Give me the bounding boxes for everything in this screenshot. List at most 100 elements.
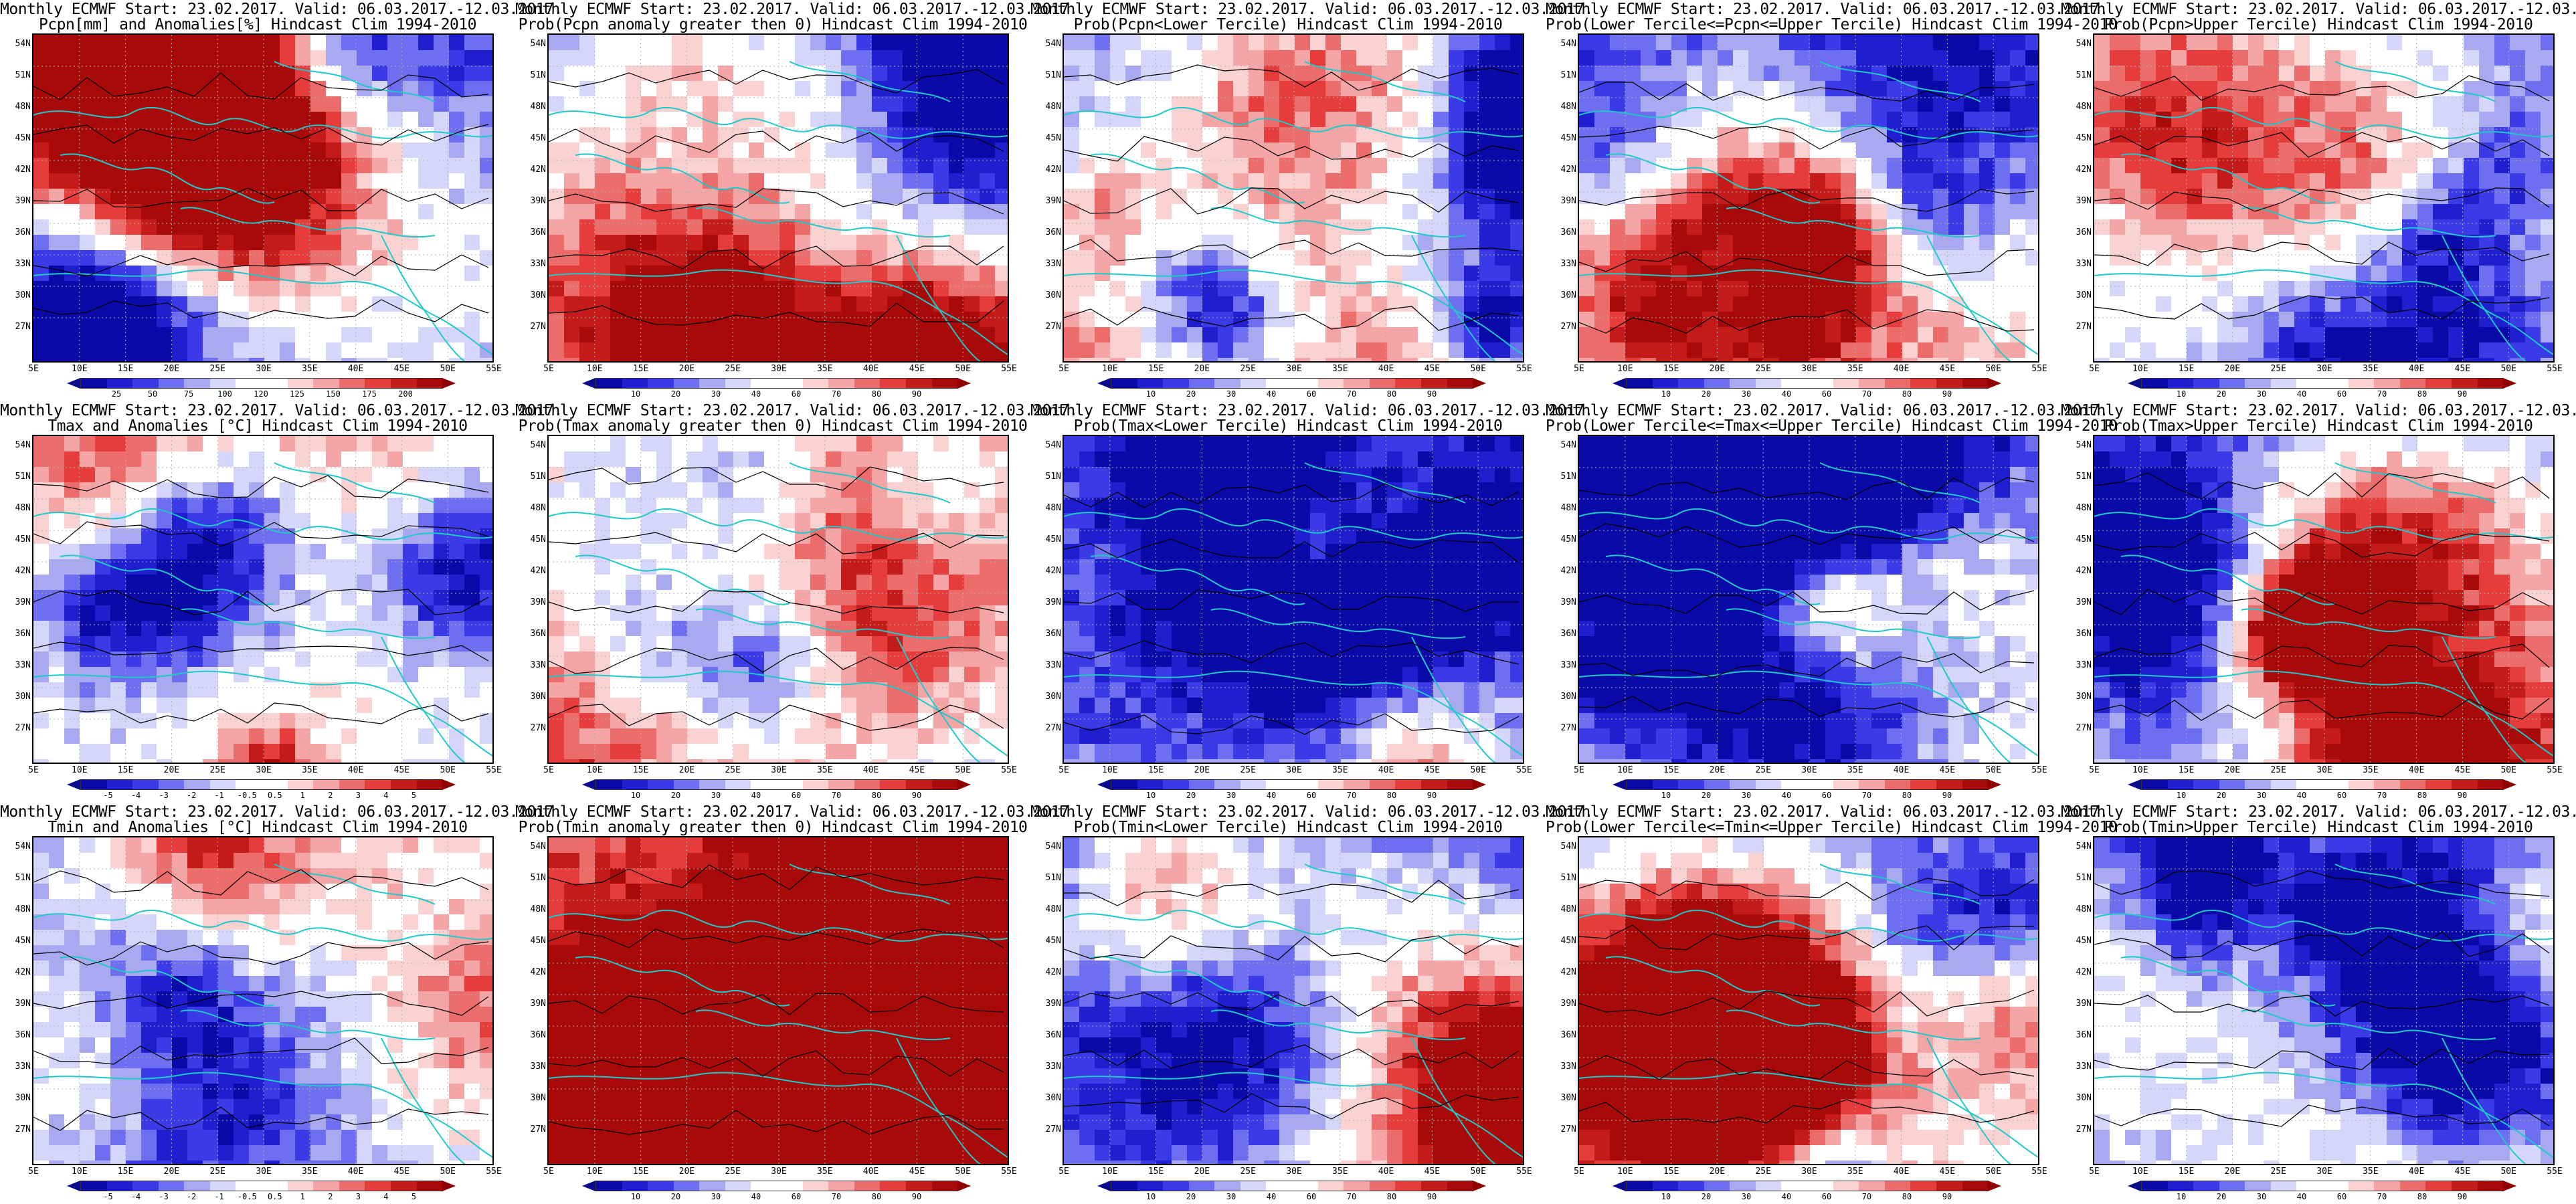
coastline	[2334, 61, 2496, 102]
field-cell	[449, 281, 465, 297]
field-cell	[918, 142, 934, 159]
field-cell	[49, 173, 65, 189]
field-cell	[887, 358, 903, 361]
field-cell	[357, 621, 373, 637]
field-cell	[856, 342, 872, 359]
longitude-label: 5E	[28, 765, 39, 775]
field-cell	[856, 142, 872, 159]
field-cell	[995, 682, 1008, 698]
field-cell	[95, 66, 111, 82]
field-cell	[1387, 189, 1403, 205]
field-cell	[172, 142, 188, 159]
field-cell	[1795, 66, 1811, 82]
field-cell	[1748, 189, 1764, 205]
field-cell	[326, 96, 342, 112]
field-cell	[2448, 358, 2464, 361]
field-cell	[1433, 204, 1449, 220]
field-cell	[280, 204, 296, 220]
longitude-label: 15E	[1663, 364, 1679, 374]
field-cell	[764, 235, 780, 251]
field-cell	[157, 590, 173, 606]
field-cell	[280, 482, 296, 498]
field-cell	[564, 189, 580, 205]
field-cell	[2371, 250, 2387, 266]
field-cell	[341, 436, 357, 452]
field-cell	[249, 358, 265, 361]
latitude-label: 48N	[15, 503, 31, 513]
field-cell	[1372, 342, 1388, 359]
field-cell	[357, 235, 373, 251]
field-cell	[2371, 235, 2387, 251]
field-cell	[110, 250, 126, 266]
field-cell	[1233, 327, 1249, 343]
field-cell	[964, 189, 980, 205]
coastline	[33, 670, 492, 757]
field-cell	[480, 219, 492, 235]
field-cell	[1279, 296, 1295, 312]
longitude-label: 35E	[302, 364, 318, 374]
field-cell	[1479, 219, 1495, 235]
latitude-label: 48N	[15, 102, 31, 112]
field-cell	[1579, 173, 1595, 189]
field-cell	[2541, 204, 2553, 220]
field-cell	[1764, 66, 1780, 82]
field-cell	[418, 528, 434, 544]
field-cell	[1748, 127, 1764, 143]
field-cell	[2171, 35, 2187, 51]
latitude-label: 30N	[2076, 290, 2092, 300]
field-cell	[2156, 173, 2172, 189]
field-cell	[1856, 204, 1872, 220]
field-cell	[1718, 50, 1734, 66]
field-cell	[1748, 266, 1764, 282]
field-cell	[33, 127, 50, 143]
field-cell	[1202, 342, 1218, 359]
colorbar-tick-label: 25	[111, 389, 122, 399]
field-cell	[1295, 112, 1311, 128]
field-cell	[1156, 327, 1172, 343]
field-cell	[918, 219, 934, 235]
field-cell	[218, 342, 234, 359]
field-cell	[449, 498, 465, 514]
field-cell	[141, 744, 157, 760]
field-cell	[249, 636, 265, 652]
field-cell	[810, 281, 826, 297]
field-cell	[2433, 342, 2449, 359]
field-cell	[126, 544, 142, 560]
field-cell	[872, 235, 888, 251]
field-cell	[980, 575, 996, 591]
field-cell	[1748, 281, 1764, 297]
field-cell	[2156, 327, 2172, 343]
latitude-label: 42N	[15, 165, 31, 175]
field-cell	[810, 513, 826, 529]
field-cell	[626, 35, 642, 51]
field-cell	[641, 621, 657, 637]
field-cell	[403, 575, 419, 591]
field-cell	[1779, 127, 1795, 143]
colorbar-segment	[2425, 379, 2452, 388]
field-cell	[141, 342, 157, 359]
field-cell	[564, 81, 580, 97]
field-cell	[1918, 66, 1934, 82]
field-cell	[2356, 35, 2372, 51]
field-cell	[610, 651, 626, 668]
field-cell	[1887, 35, 1903, 51]
field-cell	[2356, 281, 2372, 297]
field-cell	[703, 482, 719, 498]
field-cell	[564, 651, 580, 668]
field-cell	[980, 66, 996, 82]
field-cell	[141, 605, 157, 621]
field-cell	[2233, 66, 2249, 82]
colorbar-segment	[699, 379, 725, 388]
field-cell	[1172, 327, 1188, 343]
field-cell	[372, 498, 388, 514]
field-cell	[903, 682, 919, 698]
field-cell	[887, 467, 903, 483]
longitude-label: 15E	[1147, 364, 1164, 374]
field-cell	[2340, 358, 2357, 361]
longitude-label: 45E	[393, 364, 410, 374]
field-cell	[434, 250, 450, 266]
field-cell	[2433, 327, 2449, 343]
field-cell	[1795, 327, 1811, 343]
field-cell	[372, 667, 388, 683]
field-cell	[995, 590, 1008, 606]
